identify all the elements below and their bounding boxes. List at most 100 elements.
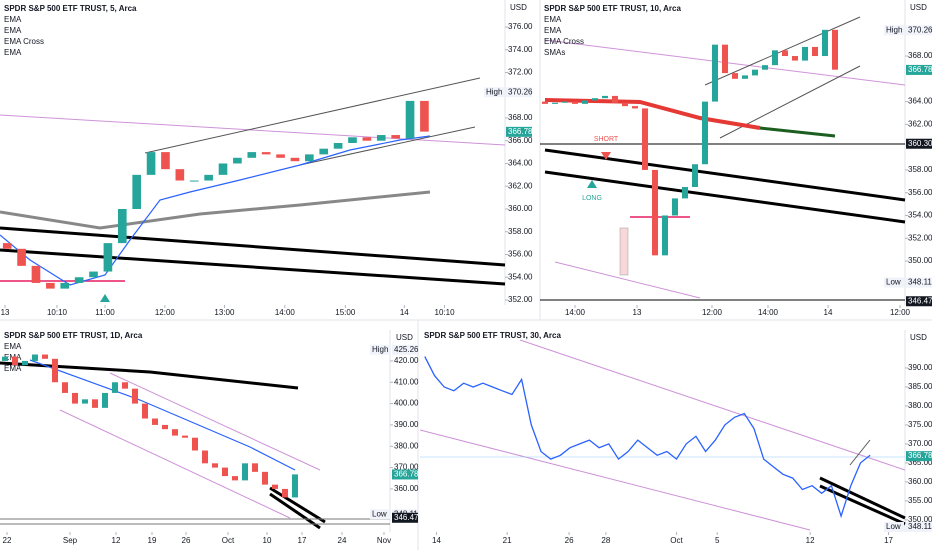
trend-line (59, 409, 291, 519)
trend-line (0, 114, 506, 146)
x-tick-label: 11:00 (95, 308, 115, 317)
candle-body (122, 382, 128, 389)
x-tick-label: 12:00 (702, 308, 723, 317)
x-tick-label: Oct (222, 536, 235, 545)
candle-body (82, 399, 88, 404)
candle-body (752, 69, 758, 76)
candle-body (391, 135, 400, 139)
legend-entry: EMA (544, 15, 562, 24)
low-label: Low (372, 509, 387, 518)
level-badge (392, 512, 418, 523)
y-tick-label: 370.00 (908, 439, 932, 448)
last-price-badge (506, 126, 532, 137)
candle-body (117, 208, 127, 244)
candle-body (112, 382, 118, 393)
candle-body (712, 44, 718, 102)
legend-entry: SMAs (544, 48, 565, 57)
last-price-value: 366.78 (908, 451, 932, 460)
candle-body (762, 65, 768, 70)
candle-body (562, 101, 568, 103)
candle-body (802, 46, 808, 61)
x-tick-label: 21 (503, 536, 512, 545)
candle-body (132, 388, 138, 404)
candle-body (292, 474, 298, 498)
trend-line (544, 170, 906, 224)
level-value: 346.47 (908, 296, 932, 305)
low-tag (884, 277, 904, 288)
chart-title: SPDR S&P 500 ETF TRUST, 30, Arca (424, 331, 561, 340)
candle-body (692, 164, 698, 188)
low-label: Low (886, 522, 901, 531)
axis-unit: USD (510, 3, 527, 12)
x-tick-label: 12 (806, 536, 815, 545)
candle-body (362, 137, 372, 141)
trend-line (554, 261, 701, 299)
y-tick-label: 356.00 (908, 188, 932, 197)
candle-body (732, 73, 738, 79)
trend-line (0, 248, 506, 286)
high-label: High (886, 25, 902, 34)
x-tick-label: 14:00 (565, 308, 586, 317)
drawings (0, 16, 906, 531)
candle-body (132, 174, 141, 209)
high-tag (884, 25, 904, 36)
channel-line (144, 77, 481, 154)
candle-body (682, 187, 688, 199)
moving-average (0, 361, 299, 390)
candle-body (204, 174, 213, 181)
x-tick-label: 13 (1, 308, 10, 317)
candle-body (348, 137, 357, 144)
candle-body (702, 101, 708, 165)
y-tick-label: 350.00 (908, 256, 932, 265)
channel-line (849, 439, 871, 466)
y-tick-label: 364.00 (508, 159, 533, 168)
candle-body (602, 95, 608, 99)
candle-body (290, 157, 300, 162)
legend-entry: EMA (4, 48, 22, 57)
candle-body (272, 484, 278, 489)
ema-line (0, 135, 431, 286)
low-tag (370, 509, 390, 520)
candle-body (46, 282, 55, 289)
y-tick-label: 362.00 (908, 119, 932, 128)
low-badge (906, 522, 932, 533)
candle-body (772, 50, 778, 66)
candle-body (89, 271, 98, 278)
x-tick-label: 15:00 (335, 308, 356, 317)
candle-body (261, 152, 271, 155)
x-tick-label: 10:10 (435, 308, 456, 317)
candle-body (832, 29, 838, 70)
x-tick-label: 10:10 (47, 308, 68, 317)
high-value: 370.26 (508, 87, 533, 96)
candle-body (672, 198, 678, 216)
candle-body (32, 354, 38, 361)
candle-body (792, 56, 798, 61)
x-tick-label: 5 (715, 536, 720, 545)
candle-body (22, 360, 28, 366)
price-line (424, 356, 871, 519)
candle-body (175, 169, 185, 181)
x-tick-label: 26 (182, 536, 191, 545)
y-tick-label: 354.00 (508, 272, 533, 281)
candle-body (662, 215, 668, 256)
high-label: High (486, 87, 502, 96)
last-price-badge (392, 469, 418, 480)
last-price-badge (906, 451, 932, 462)
candle-body (247, 152, 257, 158)
legend-entry: EMA (4, 26, 22, 35)
candle-body (72, 392, 78, 404)
y-tick-label: 352.00 (508, 295, 533, 304)
y-tick-label: 380.00 (908, 401, 932, 410)
y-tick-label: 358.00 (908, 165, 932, 174)
last-price-value: 366.78 (394, 470, 419, 479)
candle-body (276, 154, 285, 158)
trend-line (419, 429, 811, 531)
candle-body (282, 488, 288, 498)
trend-line (109, 372, 321, 471)
trend-line (269, 492, 321, 530)
sma-line (544, 98, 761, 130)
candle-body (552, 102, 558, 104)
x-tick-label: 12:00 (155, 308, 176, 317)
x-tick-label: Nov (377, 536, 391, 545)
candle-body (102, 392, 108, 408)
